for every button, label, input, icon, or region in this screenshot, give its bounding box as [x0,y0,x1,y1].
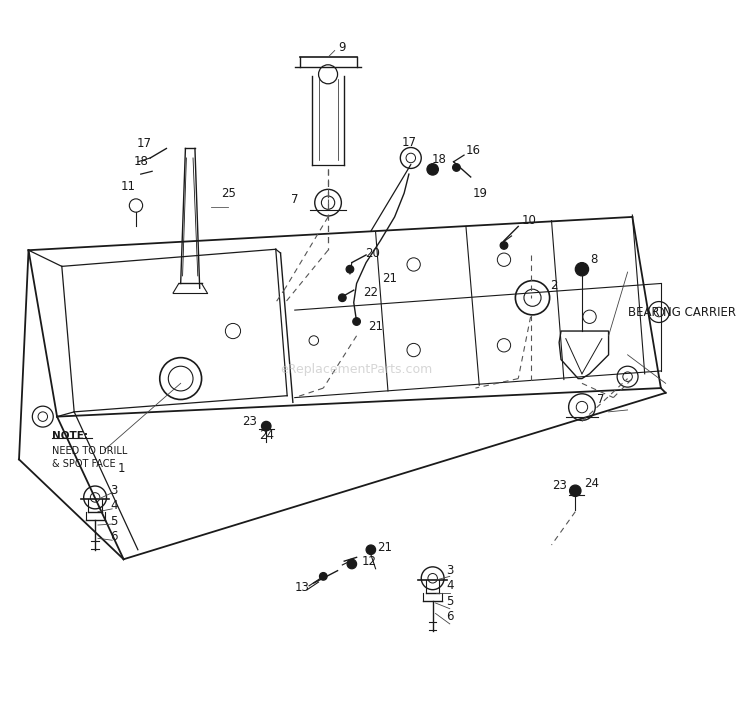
Text: eReplacementParts.com: eReplacementParts.com [280,362,433,376]
Text: 7: 7 [597,393,604,406]
Circle shape [262,421,271,431]
Circle shape [320,573,327,580]
Text: 21: 21 [377,541,392,555]
Circle shape [352,318,361,325]
Text: 23: 23 [242,415,256,428]
Circle shape [347,559,356,569]
Text: NOTE:: NOTE: [53,430,88,441]
Text: 4: 4 [110,500,118,512]
Text: 3: 3 [110,484,118,497]
Circle shape [569,485,581,496]
Circle shape [575,263,589,276]
Text: 11: 11 [121,180,136,193]
Text: NEED TO DRILL: NEED TO DRILL [53,446,128,456]
Circle shape [453,164,460,171]
Text: 21: 21 [382,272,398,285]
Circle shape [346,265,354,273]
Text: 5: 5 [446,595,454,608]
Text: 12: 12 [362,555,376,568]
Text: 8: 8 [590,253,598,266]
Text: 24: 24 [584,477,599,490]
Text: 20: 20 [365,246,380,260]
Text: 22: 22 [363,286,378,300]
Text: 25: 25 [220,187,236,199]
Text: 10: 10 [521,214,536,227]
Circle shape [366,545,376,555]
Text: 24: 24 [259,429,274,442]
Text: 4: 4 [446,579,454,592]
Text: 17: 17 [401,136,416,150]
Text: 13: 13 [295,581,310,595]
Text: 17: 17 [137,137,152,150]
Text: 7: 7 [291,193,298,206]
Text: 21: 21 [368,320,383,333]
Text: 16: 16 [466,144,481,157]
Text: & SPOT FACE: & SPOT FACE [53,459,116,469]
Circle shape [427,164,438,175]
Text: 18: 18 [134,155,148,168]
Text: BEARING CARRIER: BEARING CARRIER [628,305,736,319]
Text: 5: 5 [110,515,118,528]
Circle shape [500,241,508,249]
Text: 3: 3 [446,564,454,577]
Text: 1: 1 [118,463,125,475]
Text: 6: 6 [446,610,454,623]
Text: 6: 6 [110,530,118,543]
Text: 23: 23 [552,479,566,491]
Text: 2: 2 [550,279,557,292]
Circle shape [338,294,346,302]
Text: 18: 18 [432,153,447,166]
Text: 19: 19 [472,187,488,199]
Text: 9: 9 [338,41,346,54]
